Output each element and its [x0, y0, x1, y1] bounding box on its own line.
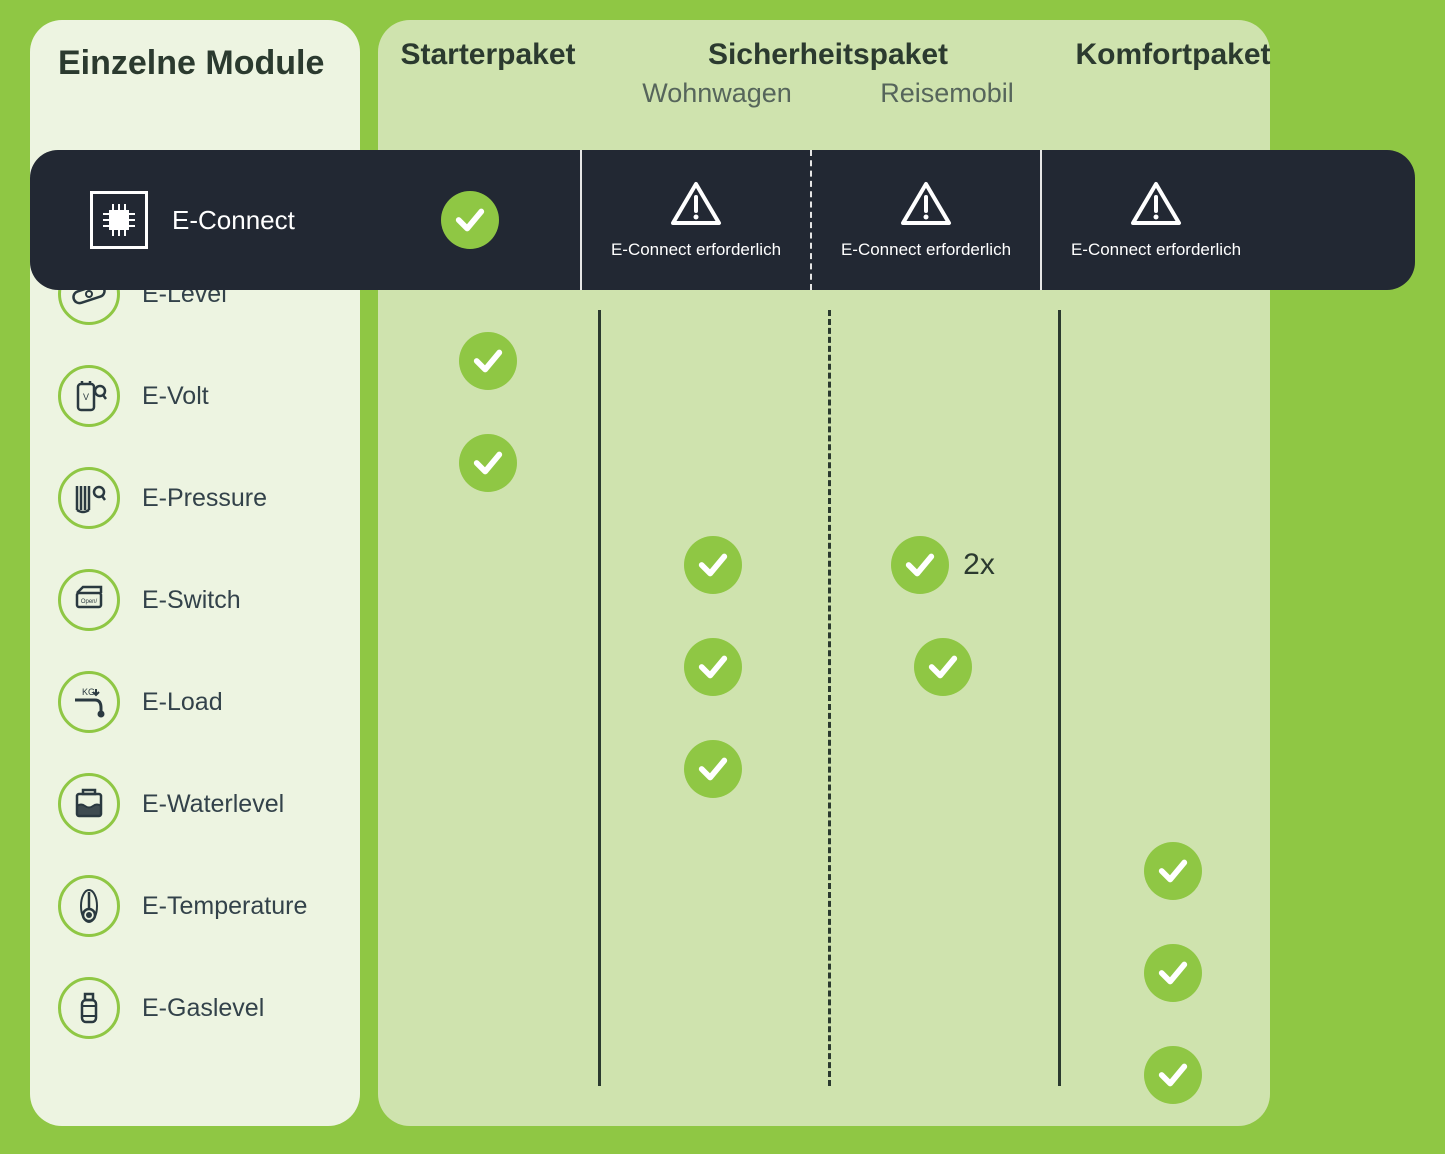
warn-icon — [1130, 181, 1182, 232]
divider-1 — [598, 310, 601, 1086]
header-komfortpaket: Komfortpaket — [1058, 38, 1288, 72]
e-waterlevel-icon — [58, 773, 120, 835]
e-pressure-icon — [58, 467, 120, 529]
module-label: E-Switch — [142, 586, 241, 615]
module-label: E-Volt — [142, 382, 209, 411]
subheader-wohnwagen: Wohnwagen — [642, 78, 792, 109]
check-icon — [684, 638, 742, 696]
cell-starter-e-temperature — [378, 922, 598, 1024]
cell-reisemobil-e-waterlevel — [828, 820, 1058, 922]
subheader-reisemobil: Reisemobil — [880, 78, 1014, 109]
dark-cell-starter — [360, 150, 580, 290]
e-connect-bar: E-Connect E-Connect erforderlich E-Conne… — [30, 150, 1415, 290]
module-label: E-Temperature — [142, 892, 307, 921]
module-label: E-Pressure — [142, 484, 267, 513]
svg-text:Open/: Open/ — [81, 599, 98, 605]
dark-cell-wohnwagen: E-Connect erforderlich — [580, 150, 810, 290]
module-row-e-waterlevel: E-Waterlevel — [58, 753, 336, 855]
cell-wohnwagen-e-level — [598, 310, 828, 412]
column-headers: Starterpaket Sicherheitspaket Wohnwagen … — [378, 20, 1270, 130]
required-text: E-Connect erforderlich — [841, 240, 1011, 260]
e-load-icon: KG — [58, 671, 120, 733]
warn-icon — [900, 181, 952, 232]
check-icon — [459, 332, 517, 390]
e-connect-label-cell: E-Connect — [30, 191, 360, 249]
cell-komfort-e-load — [1058, 718, 1288, 820]
cell-komfort-e-gaslevel — [1058, 1024, 1288, 1126]
cell-wohnwagen-e-volt — [598, 412, 828, 514]
cell-komfort-e-pressure — [1058, 514, 1288, 616]
required-text: E-Connect erforderlich — [1071, 240, 1241, 260]
module-row-e-gaslevel: E-Gaslevel — [58, 957, 336, 1059]
module-row-e-volt: V E-Volt — [58, 345, 336, 447]
cell-komfort-e-waterlevel — [1058, 820, 1288, 922]
module-label: E-Waterlevel — [142, 790, 284, 819]
cell-reisemobil-e-gaslevel — [828, 1024, 1058, 1126]
svg-text:V: V — [83, 392, 89, 402]
divider-3 — [1058, 310, 1061, 1086]
cell-wohnwagen-e-switch — [598, 616, 828, 718]
e-switch-icon: Open/ — [58, 569, 120, 631]
cell-wohnwagen-e-temperature — [598, 922, 828, 1024]
matrix-content: 2x — [378, 310, 1270, 1126]
module-list: E-Level V E-Volt E-Pressure Open/ E-Swit… — [58, 243, 336, 1059]
check-icon — [1144, 842, 1202, 900]
header-sicherheitspaket: Sicherheitspaket Wohnwagen Reisemobil — [598, 38, 1058, 109]
cell-starter-e-pressure — [378, 514, 598, 616]
e-connect-label: E-Connect — [172, 205, 295, 236]
e-volt-icon: V — [58, 365, 120, 427]
check-icon — [1144, 1046, 1202, 1104]
cell-reisemobil-e-load — [828, 718, 1058, 820]
cell-wohnwagen-e-waterlevel — [598, 820, 828, 922]
cell-reisemobil-e-level — [828, 310, 1058, 412]
cell-komfort-e-volt — [1058, 412, 1288, 514]
module-row-e-switch: Open/ E-Switch — [58, 549, 336, 651]
cell-reisemobil-e-switch — [828, 616, 1058, 718]
cell-komfort-e-switch — [1058, 616, 1288, 718]
cpu-icon — [90, 191, 148, 249]
header-starterpaket: Starterpaket — [378, 38, 598, 72]
cell-reisemobil-e-pressure: 2x — [828, 514, 1058, 616]
cell-starter-e-level — [378, 310, 598, 412]
cell-starter-e-gaslevel — [378, 1024, 598, 1126]
check-icon — [891, 536, 949, 594]
cell-wohnwagen-e-load — [598, 718, 828, 820]
cell-starter-e-switch — [378, 616, 598, 718]
check-icon — [684, 536, 742, 594]
check-icon — [914, 638, 972, 696]
module-label: E-Gaslevel — [142, 994, 264, 1023]
e-temperature-icon — [58, 875, 120, 937]
cell-reisemobil-e-temperature — [828, 922, 1058, 1024]
check-icon — [459, 434, 517, 492]
cell-reisemobil-e-volt — [828, 412, 1058, 514]
cell-starter-e-volt — [378, 412, 598, 514]
cell-wohnwagen-e-gaslevel — [598, 1024, 828, 1126]
cell-komfort-e-level — [1058, 310, 1288, 412]
e-gaslevel-icon — [58, 977, 120, 1039]
warn-icon — [670, 181, 722, 232]
divider-2-dashed — [828, 310, 831, 1086]
module-row-e-load: KG E-Load — [58, 651, 336, 753]
modules-title: Einzelne Module — [58, 44, 336, 83]
comparison-table: Einzelne Module E-Level V E-Volt E-Press… — [30, 20, 1415, 1124]
check-icon — [1144, 944, 1202, 1002]
dark-cell-komfort: E-Connect erforderlich — [1040, 150, 1270, 290]
dark-cell-reisemobil: E-Connect erforderlich — [810, 150, 1040, 290]
module-row-e-pressure: E-Pressure — [58, 447, 336, 549]
cell-wohnwagen-e-pressure — [598, 514, 828, 616]
qty-label: 2x — [963, 548, 995, 582]
cell-komfort-e-temperature — [1058, 922, 1288, 1024]
module-row-e-temperature: E-Temperature — [58, 855, 336, 957]
required-text: E-Connect erforderlich — [611, 240, 781, 260]
check-icon — [684, 740, 742, 798]
module-label: E-Load — [142, 688, 223, 717]
cell-starter-e-load — [378, 718, 598, 820]
check-icon — [441, 191, 499, 249]
cell-starter-e-waterlevel — [378, 820, 598, 922]
